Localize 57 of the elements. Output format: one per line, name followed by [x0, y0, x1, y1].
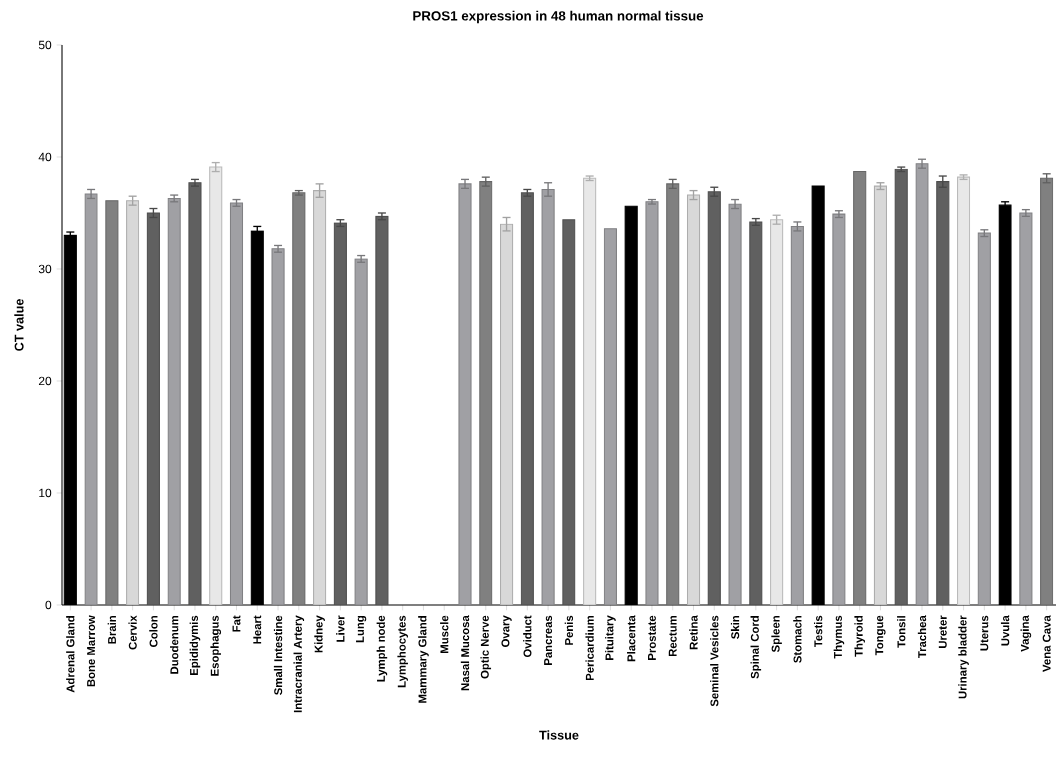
x-tick-label: Fat: [232, 615, 241, 632]
x-tick-label: Ovary: [501, 615, 512, 647]
x-tick-label: Spinal Cord: [750, 616, 762, 679]
x-tick-label: Mammary Gland: [418, 616, 429, 703]
x-tick-label: Placenta: [627, 615, 636, 662]
x-tick-label: Esophagus: [210, 615, 222, 676]
x-axis-title: Tissue: [539, 730, 579, 740]
x-tick-label: Stomach: [793, 616, 802, 663]
x-tick-label: Pituitary: [605, 615, 616, 660]
x-tick-label: Ureter: [938, 615, 947, 648]
x-tick-label: Colon: [149, 616, 158, 647]
chart-title: PROS1 expression in 48 human normal tissue: [413, 10, 704, 24]
y-axis-title: CT value: [14, 299, 24, 351]
x-tick-label: Uterus: [980, 615, 989, 651]
x-tick-label: Spleen: [771, 616, 782, 653]
x-tick-label: Small Intestine: [273, 615, 283, 695]
y-tick-label: 20: [38, 376, 52, 386]
x-tick-label: Skin: [730, 616, 740, 639]
x-tick-label: Trachea: [917, 615, 927, 659]
x-tick-label: Tongue: [875, 615, 886, 656]
x-tick-label: Lymph node: [376, 615, 388, 682]
x-tick-label: Lymphocytes: [397, 615, 408, 688]
x-tick-label: Seminal Vesicles: [710, 615, 719, 707]
y-tick-label: 0: [45, 600, 52, 610]
x-tick-label: Penis: [564, 615, 574, 645]
x-tick-label: Optic Nerve: [480, 615, 492, 679]
x-tick-label: Nasal Mucosa: [460, 615, 470, 691]
y-tick-label: 30: [38, 264, 52, 274]
x-tick-label: Pericardium: [585, 616, 594, 681]
x-tick-label: Bone Marrow: [87, 615, 96, 687]
x-tick-label: Lung: [356, 616, 367, 643]
x-tick-label: Vena Cava: [1042, 615, 1051, 672]
y-tick-label: 50: [38, 40, 52, 50]
x-tick-label: Prostate: [648, 615, 656, 660]
x-tick-label: Kidney: [314, 615, 325, 653]
x-tick-label: Urinary bladder: [958, 615, 969, 699]
x-tick-label: Cervix: [128, 615, 137, 650]
x-tick-label: Intracranial Artery: [293, 615, 305, 713]
x-tick-label: Uvula: [1000, 615, 1010, 646]
y-tick-label: 40: [38, 152, 52, 162]
y-tick-label: 10: [39, 488, 52, 498]
x-tick-label: Rectum: [668, 616, 677, 657]
x-tick-label: Retina: [689, 615, 698, 650]
x-tick-label: Tonsil: [897, 616, 906, 648]
x-tick-label: Muscle: [440, 615, 449, 653]
x-tick-label: Thymus: [833, 615, 845, 659]
x-tick-label: Testis: [813, 615, 823, 648]
x-tick-label: Adrenal Gland: [66, 616, 75, 693]
x-tick-label: Thyroid: [854, 616, 865, 657]
x-tick-label: Duodenum: [170, 616, 179, 674]
x-tick-label: Pancreas: [544, 615, 553, 665]
x-tick-label: Heart: [253, 615, 262, 644]
x-tick-label: Oviduct: [523, 615, 532, 658]
x-tick-label: Brain: [107, 616, 117, 644]
x-tick-label: Liver: [336, 615, 345, 642]
x-tick-label: Epididymis: [189, 615, 201, 675]
x-tick-label: Vagina: [1020, 615, 1032, 652]
